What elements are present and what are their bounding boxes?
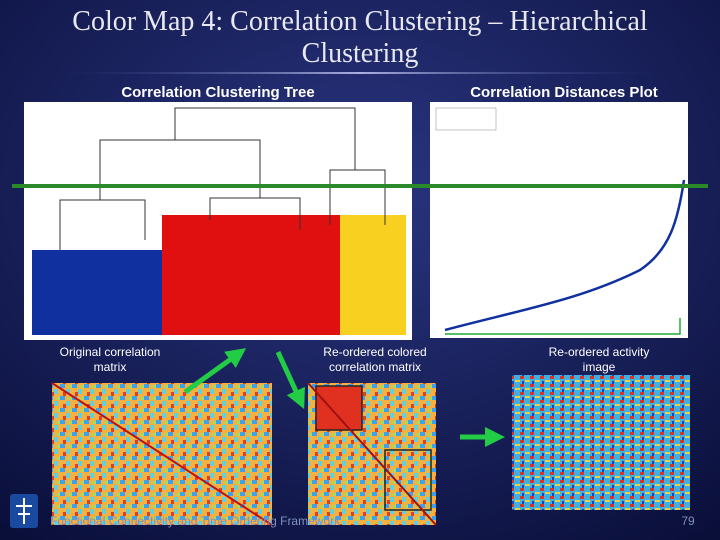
title: Color Map 4: Correlation Clustering – Hi… [72,6,648,37]
activity-label: image [583,360,616,374]
distances-plot-image [430,102,688,338]
arrow [275,350,305,410]
distances-label: Correlation Distances Plot [470,84,658,101]
title-underline [60,72,660,74]
activity-image [512,375,690,510]
page-number: 79 [681,514,695,528]
reordered-matrix-image [307,382,437,526]
dendrogram-image [24,102,412,340]
activity-label: Re-ordered activity [549,345,650,359]
threshold-label: Distance threshold [485,167,601,183]
arrow [183,348,247,395]
original-label: matrix [94,360,127,374]
title: Clustering [302,38,419,69]
reordered-label: correlation matrix [329,360,421,374]
original-matrix-image [51,382,273,526]
original-label: Original correlation [60,345,161,359]
threshold-line [12,184,708,188]
reordered-label: Re-ordered colored [323,345,426,359]
logo [10,494,38,528]
footer: Functional Connectivity and Time Orderin… [50,514,341,528]
tree-label: Correlation Clustering Tree [121,84,314,101]
